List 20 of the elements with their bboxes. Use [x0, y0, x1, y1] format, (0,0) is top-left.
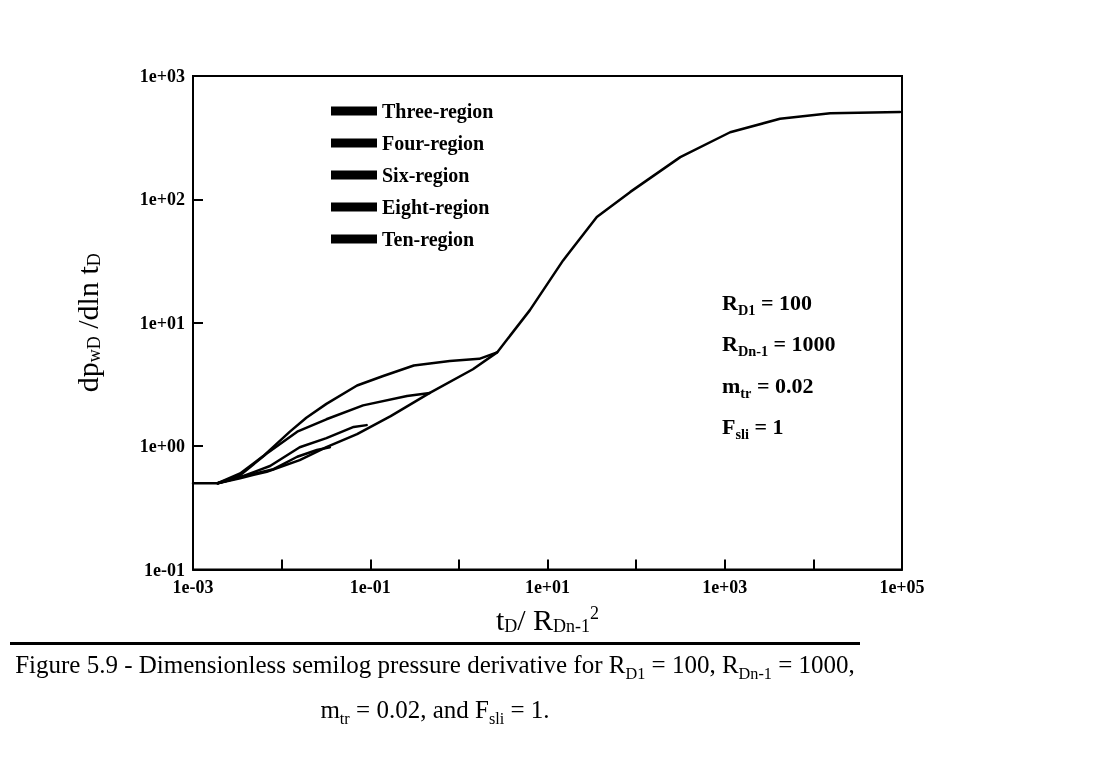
y-axis-title: dpwD /dln tD: [70, 253, 104, 393]
annotation: F$_{sli}$ = 1: [722, 413, 785, 445]
x-tick-label: 1e+05: [879, 576, 925, 597]
y-tick-label: 1e+03: [139, 66, 185, 86]
x-tick-label: 1e-01: [349, 576, 391, 597]
annotation: R$_{Dn-1}$ = 1000: [722, 330, 836, 362]
legend-label: Four-region: [382, 132, 485, 155]
y-tick-label: 1e+00: [139, 436, 185, 457]
legend-label: Three-region: [382, 100, 494, 123]
x-tick-label: 1e+03: [702, 576, 748, 597]
legend-label: Six-region: [382, 164, 470, 187]
annotation: m$_{tr}$ = 0.02: [722, 371, 815, 404]
x-tick-label: 1e+01: [524, 576, 571, 597]
y-tick-label: 1e+02: [139, 189, 185, 210]
x-axis-title: tD/ RDn-12: [495, 602, 600, 636]
text: Figure 5.9 - Dimensionless semilog pressure derivative for R$_{D1}$ = 100, R$_{Dn-1}$ = 1000, m$_{tr}$ = 0.02, and F$_{sli}$ = 1.: [15, 651, 855, 728]
annotation: R$_{D1}$ = 100: [722, 289, 813, 321]
legend-label: Ten-region: [382, 228, 475, 251]
y-tick-label: 1e+01: [139, 312, 185, 333]
legend-label: Eight-region: [382, 196, 490, 219]
